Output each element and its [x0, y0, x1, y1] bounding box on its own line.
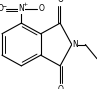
Text: O: O: [38, 4, 44, 13]
Text: O: O: [57, 0, 63, 5]
Text: −: −: [2, 3, 7, 8]
Text: +: +: [23, 2, 28, 7]
Text: N: N: [18, 4, 24, 13]
Text: N: N: [72, 40, 78, 49]
Text: O: O: [0, 4, 3, 13]
Text: O: O: [57, 84, 63, 89]
